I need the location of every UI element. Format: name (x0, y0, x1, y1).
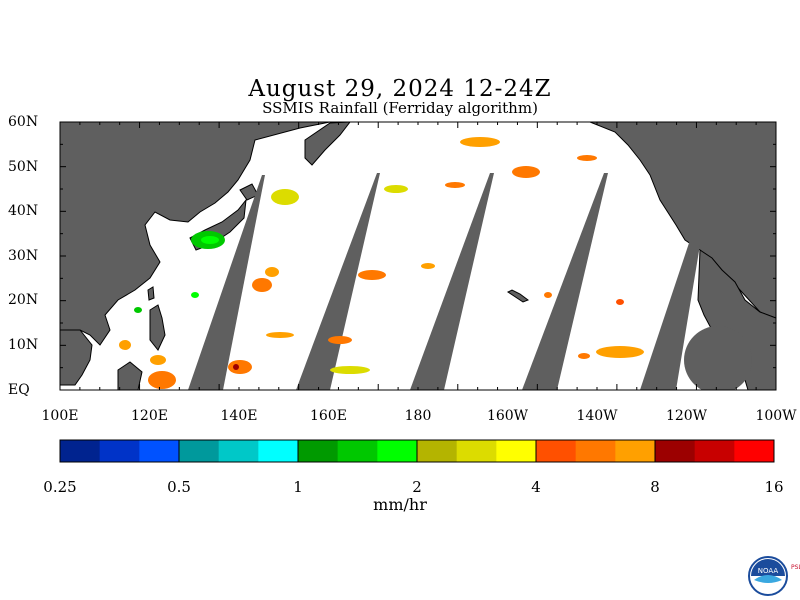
colorbar-swatch (417, 440, 458, 462)
rainfall-patches (119, 137, 644, 389)
colorbar-swatch (734, 440, 775, 462)
map-subtitle: SSMIS Rainfall (Ferriday algorithm) (262, 99, 538, 117)
colorbar-label: 1 (293, 478, 303, 496)
rain-patch (358, 270, 386, 280)
logo-side-text: PSL (791, 564, 800, 571)
philippines (149, 304, 166, 351)
indochina (60, 329, 93, 386)
colorbar-units: mm/hr (373, 495, 427, 514)
swath-gap-3 (410, 173, 494, 390)
rain-patch (119, 340, 131, 350)
colorbar-swatch (456, 440, 497, 462)
asia-landmass (60, 122, 331, 346)
lon-label: 140W (576, 408, 618, 424)
colorbar-swatch (615, 440, 656, 462)
rain-patch (328, 336, 352, 344)
kamchatka (304, 122, 351, 166)
lon-label: 100E (41, 408, 79, 424)
colorbar-swatch (496, 440, 537, 462)
map-title: August 29, 2024 12-24Z (248, 76, 552, 102)
lon-label: 160E (310, 408, 347, 424)
colorbar-swatch (139, 440, 180, 462)
lon-label: 120W (665, 408, 708, 424)
rain-patch (266, 332, 294, 338)
land-masses (60, 122, 776, 390)
colorbar-swatch (258, 440, 299, 462)
swath-gap-2 (296, 173, 380, 390)
lon-label: 160W (486, 408, 529, 424)
colorbar-label: 8 (650, 478, 660, 496)
rain-patch (191, 292, 199, 298)
colorbar-label: 16 (764, 478, 784, 496)
rain-patch (544, 292, 552, 298)
lat-label: 50N (8, 158, 39, 175)
mexico-coast (697, 249, 776, 390)
rain-patch (384, 185, 408, 193)
colorbar (59, 439, 775, 463)
rain-patch (330, 366, 370, 374)
lon-label: 100W (755, 408, 797, 424)
rain-patch (148, 371, 176, 389)
lon-label: 120E (131, 408, 168, 424)
lat-label: 60N (8, 114, 39, 130)
noaa-logo: NOAA (748, 556, 788, 596)
colorbar-swatch (536, 440, 577, 462)
rain-patch (150, 355, 166, 365)
rain-patch (201, 236, 219, 244)
swath-gap-6 (684, 326, 752, 390)
rain-patch (445, 182, 465, 188)
lat-label: 10N (8, 337, 39, 353)
colorbar-swatch (218, 440, 259, 462)
axis-ticks (59, 121, 777, 391)
colorbar-swatch (179, 440, 220, 462)
colorbar-swatch (298, 440, 339, 462)
swath-gap-4 (522, 173, 608, 390)
taiwan (147, 286, 155, 301)
colorbar-label: 4 (531, 478, 541, 496)
swath-gap-5 (640, 240, 700, 390)
logo-text: NOAA (758, 567, 779, 575)
colorbar-label: 2 (412, 478, 422, 496)
swath-gaps (188, 173, 752, 390)
lat-label: 20N (8, 292, 39, 309)
rain-patch (578, 353, 590, 359)
colorbar-swatch (337, 440, 378, 462)
lon-label: 180 (404, 408, 432, 424)
rain-patch (512, 166, 540, 178)
rain-patch (233, 364, 239, 370)
rain-patch (265, 267, 279, 277)
lat-label: 40N (8, 203, 39, 220)
rain-patch (228, 360, 252, 374)
lat-label: 30N (8, 247, 39, 264)
rain-patch (252, 278, 272, 292)
colorbar-label: 0.5 (167, 478, 191, 496)
rain-patch (616, 299, 624, 305)
colorbar-swatch (60, 440, 101, 462)
rain-patch (421, 263, 435, 269)
colorbar-swatch (694, 440, 735, 462)
hawaii (507, 289, 530, 303)
borneo-edge (117, 361, 143, 390)
lon-label: 140E (220, 408, 258, 424)
rain-patch (134, 307, 142, 313)
rain-patch (596, 346, 644, 358)
colorbar-swatch (575, 440, 616, 462)
swath-gap-1 (188, 175, 265, 390)
colorbar-swatch (99, 440, 140, 462)
colorbar-swatch (655, 440, 696, 462)
rain-patch (271, 189, 299, 205)
rain-patch (577, 155, 597, 161)
colorbar-swatch (377, 440, 418, 462)
rain-patch (460, 137, 500, 147)
lat-label: EQ (8, 381, 30, 398)
colorbar-label: 0.25 (43, 478, 77, 496)
